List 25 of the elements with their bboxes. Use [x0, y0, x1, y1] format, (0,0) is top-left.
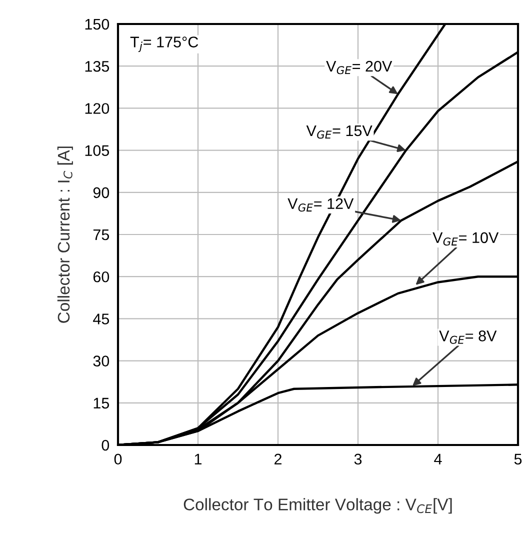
- y-tick-label: 45: [93, 314, 110, 324]
- y-tick-label: 60: [93, 271, 110, 282]
- y-tick-label: 120: [85, 103, 110, 114]
- y-tick-label: 135: [85, 60, 110, 72]
- x-tick-label: 4: [434, 454, 442, 464]
- x-axis-title: Collector To Emitter Voltage : V$_{CE}$[V]: [184, 498, 452, 514]
- x-tick-label: 0: [114, 454, 122, 465]
- annotation: V$_{GE}$= 10V: [432, 232, 499, 246]
- annotation: V$_{GE}$= 12V: [288, 198, 354, 212]
- annotation: V$_{GE}$= 20V: [326, 60, 392, 74]
- y-tick-label: 30: [93, 356, 110, 366]
- x-tick-label: 5: [514, 454, 522, 465]
- annotation: V$_{GE}$= 8V: [439, 330, 497, 344]
- x-tick-label: 1: [194, 454, 202, 464]
- y-tick-label: 90: [93, 187, 110, 198]
- y-tick-label: 0: [102, 440, 110, 451]
- y-tick-label: 105: [85, 145, 110, 156]
- y-tick-label: 15: [94, 398, 110, 409]
- y-tick-label: 75: [93, 230, 110, 240]
- x-tick-label: 2: [274, 454, 282, 464]
- annotation: V$_{GE}$= 15V: [306, 125, 372, 139]
- annotation: T$_{j}$= 175°C: [130, 36, 198, 52]
- y-axis-title: Collector Current : I$_{C}$ [A]: [57, 146, 73, 323]
- x-tick-label: 3: [354, 454, 362, 465]
- y-tick-label: 150: [85, 18, 110, 30]
